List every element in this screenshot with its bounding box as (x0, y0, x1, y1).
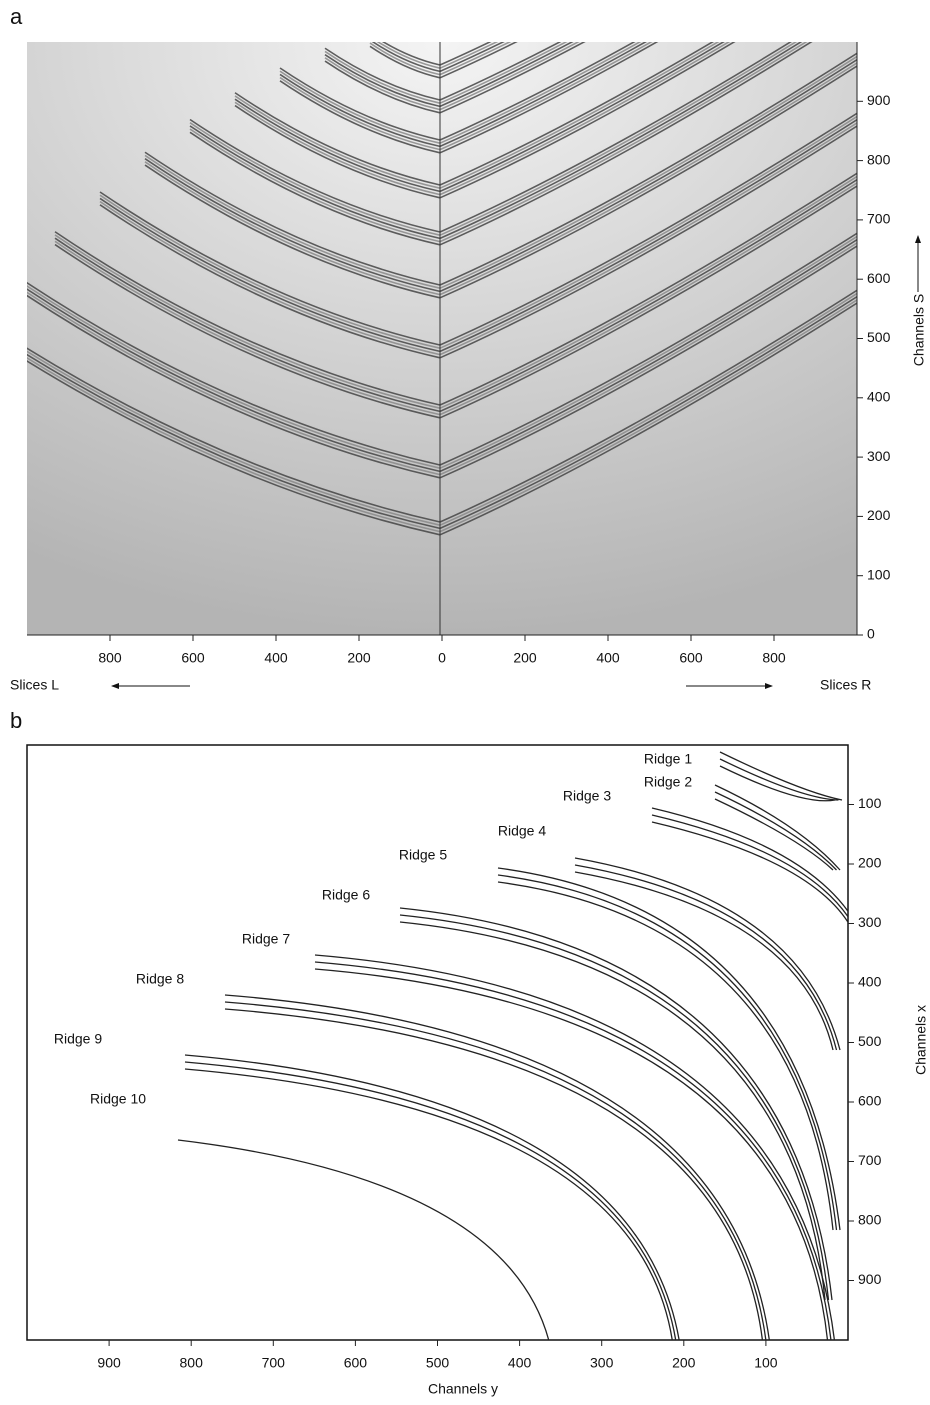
y-tick-label: 100 (858, 795, 882, 811)
y-tick-label: 700 (858, 1152, 882, 1168)
ridge-label: Ridge 10 (90, 1091, 146, 1107)
ridge-label: Ridge 2 (644, 774, 692, 790)
ridge-label: Ridge 5 (399, 847, 447, 863)
x-tick-label: 700 (262, 1355, 286, 1371)
y-axis-label: Channels S (911, 294, 927, 366)
x-tick-label: 200 (672, 1355, 696, 1371)
figure: a Slices L Slices R Channels S b Channel… (0, 0, 930, 1400)
y-tick-label: 100 (867, 566, 891, 582)
x-axis-label: Channels y (428, 1381, 498, 1397)
y-tick-label: 0 (867, 626, 875, 642)
y-tick-label: 400 (858, 974, 882, 990)
x-tick-label: 300 (590, 1355, 614, 1371)
x-tick-label: 400 (264, 650, 288, 666)
y-tick-label: 500 (858, 1033, 882, 1049)
x-tick-label: 600 (181, 650, 205, 666)
y-tick-label: 900 (867, 92, 891, 108)
x-tick-label: 800 (98, 650, 122, 666)
side-label: Slices R (820, 677, 871, 693)
x-tick-label: 400 (508, 1355, 532, 1371)
ridge-label: Ridge 4 (498, 823, 546, 839)
y-tick-label: 800 (858, 1212, 882, 1228)
y-tick-label: 500 (867, 329, 891, 345)
y-tick-label: 300 (858, 914, 882, 930)
panel-label: a (10, 4, 23, 29)
ridge-label: Ridge 8 (136, 971, 184, 987)
x-tick-label: 900 (97, 1355, 121, 1371)
ridge-label: Ridge 9 (54, 1031, 102, 1047)
y-tick-label: 400 (867, 389, 891, 405)
x-tick-label: 400 (596, 650, 620, 666)
y-tick-label: 600 (867, 270, 891, 286)
ridge-label: Ridge 1 (644, 751, 692, 767)
y-tick-label: 800 (867, 151, 891, 167)
y-axis-label: Channels x (913, 1005, 929, 1075)
x-tick-label: 800 (180, 1355, 204, 1371)
ridge-label: Ridge 7 (242, 931, 290, 947)
y-tick-label: 600 (858, 1093, 882, 1109)
x-tick-label: 0 (438, 650, 446, 666)
y-tick-label: 300 (867, 448, 891, 464)
x-tick-label: 100 (754, 1355, 778, 1371)
side-label: Slices L (10, 677, 59, 693)
ridge-label: Ridge 6 (322, 887, 370, 903)
x-tick-label: 600 (344, 1355, 368, 1371)
x-tick-label: 200 (347, 650, 371, 666)
y-tick-label: 900 (858, 1271, 882, 1287)
ridge-label: Ridge 3 (563, 788, 611, 804)
x-tick-label: 800 (762, 650, 786, 666)
y-tick-label: 200 (858, 855, 882, 871)
y-tick-label: 200 (867, 507, 891, 523)
x-tick-label: 600 (679, 650, 703, 666)
x-tick-label: 200 (513, 650, 537, 666)
panel-label: b (10, 708, 22, 733)
y-tick-label: 700 (867, 211, 891, 227)
x-tick-label: 500 (426, 1355, 450, 1371)
